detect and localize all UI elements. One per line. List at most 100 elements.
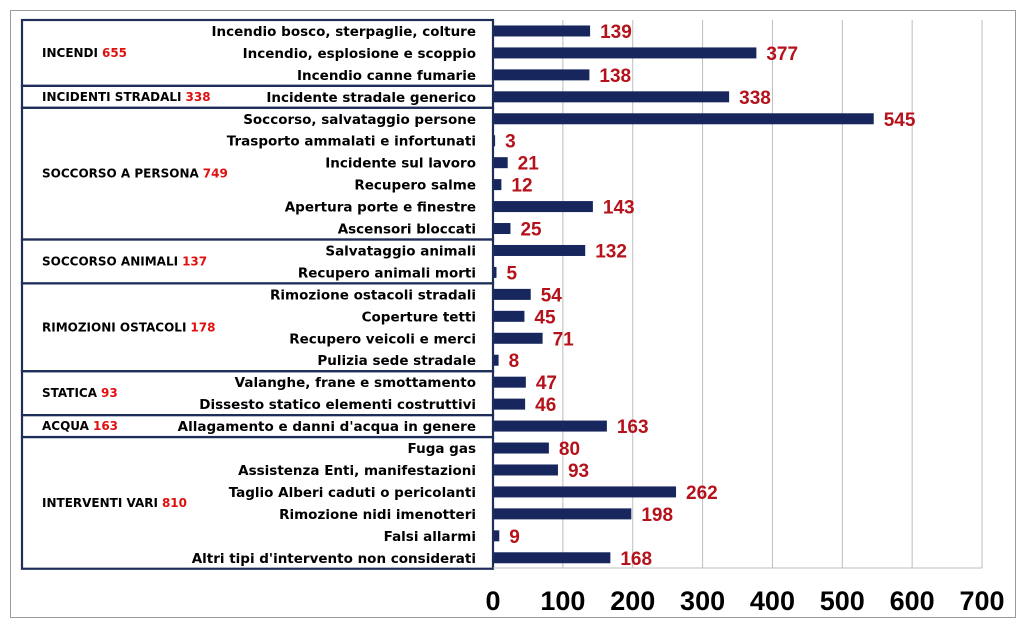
x-tick-label-0: 0 <box>485 586 500 616</box>
bar-9 <box>493 223 511 235</box>
category-label-0: Incendio bosco, sterpaglie, colture <box>211 24 476 40</box>
value-label-19: 80 <box>559 439 580 460</box>
bar-19 <box>493 442 549 454</box>
bar-14 <box>493 332 543 344</box>
value-label-23: 9 <box>509 527 520 548</box>
value-label-18: 163 <box>617 417 649 438</box>
group-total-6: 163 <box>93 419 118 433</box>
category-label-24: Altri tipi d'intervento non considerati <box>192 551 476 567</box>
category-label-1: Incendio, esplosione e scoppio <box>243 46 476 62</box>
value-label-2: 138 <box>599 66 631 87</box>
value-label-5: 3 <box>505 132 516 153</box>
group-total-7: 810 <box>162 496 187 510</box>
group-total-2: 749 <box>203 167 228 181</box>
value-label-6: 21 <box>518 154 540 175</box>
bar-7 <box>493 179 502 191</box>
bar-18 <box>493 420 607 432</box>
value-label-7: 12 <box>511 176 532 197</box>
category-label-7: Recupero salme <box>354 178 476 194</box>
category-label-14: Recupero veicoli e merci <box>289 331 476 347</box>
value-label-14: 71 <box>553 329 575 350</box>
group-name-1: INCIDENTI STRADALI <box>42 90 182 104</box>
bar-6 <box>493 157 508 169</box>
category-label-3: Incidente stradale generico <box>266 90 476 106</box>
group-total-1: 338 <box>186 90 211 104</box>
category-label-11: Recupero animali morti <box>298 265 476 281</box>
bar-23 <box>493 530 500 542</box>
group-name-0: INCENDI <box>42 46 98 60</box>
group-total-4: 178 <box>190 320 215 334</box>
x-tick-label-400: 400 <box>750 586 795 616</box>
value-label-15: 8 <box>509 351 520 372</box>
x-tick-label-600: 600 <box>890 586 935 616</box>
category-label-6: Incidente sul lavoro <box>325 156 476 172</box>
category-label-21: Taglio Alberi caduti o pericolanti <box>229 485 476 501</box>
value-label-13: 45 <box>534 307 556 328</box>
value-label-4: 545 <box>884 110 916 131</box>
group-total-3: 137 <box>182 254 207 268</box>
value-label-12: 54 <box>541 285 563 306</box>
category-label-17: Dissesto statico elementi costruttivi <box>199 397 476 413</box>
bar-8 <box>493 201 593 213</box>
value-label-16: 47 <box>536 373 557 394</box>
bar-16 <box>493 376 526 388</box>
chart-frame <box>10 10 1016 618</box>
x-tick-label-200: 200 <box>610 586 655 616</box>
category-label-13: Coperture tetti <box>362 309 476 325</box>
x-tick-label-700: 700 <box>959 586 1004 616</box>
category-label-12: Rimozione ostacoli stradali <box>270 287 476 303</box>
group-name-7: INTERVENTI VARI <box>42 496 158 510</box>
value-label-24: 168 <box>620 549 652 570</box>
bar-24 <box>493 552 611 564</box>
bar-3 <box>493 91 730 103</box>
group-name-5: STATICA <box>42 386 98 400</box>
group-total-0: 655 <box>102 46 127 60</box>
group-name-6: ACQUA <box>42 419 90 433</box>
value-label-17: 46 <box>535 395 556 416</box>
value-label-10: 132 <box>595 241 627 262</box>
value-label-21: 262 <box>686 483 718 504</box>
x-tick-label-300: 300 <box>680 586 725 616</box>
value-label-1: 377 <box>766 44 798 65</box>
category-label-19: Fuga gas <box>408 441 476 457</box>
group-name-4: RIMOZIONI OSTACOLI <box>42 320 186 334</box>
value-label-9: 25 <box>520 220 542 241</box>
bar-11 <box>493 266 497 278</box>
bar-22 <box>493 508 632 520</box>
category-label-4: Soccorso, salvataggio persone <box>243 112 476 128</box>
value-label-20: 93 <box>568 461 589 482</box>
category-label-20: Assistenza Enti, manifestazioni <box>238 463 476 479</box>
x-tick-label-100: 100 <box>540 586 585 616</box>
category-label-5: Trasporto ammalati e infortunati <box>227 134 476 150</box>
value-label-8: 143 <box>603 198 635 219</box>
bar-13 <box>493 310 525 322</box>
value-label-3: 338 <box>739 88 771 109</box>
x-tick-label-500: 500 <box>820 586 865 616</box>
category-label-2: Incendio canne fumarie <box>297 68 476 84</box>
category-label-18: Allagamento e danni d'acqua in genere <box>178 419 476 435</box>
value-label-22: 198 <box>641 505 673 526</box>
bar-12 <box>493 288 531 300</box>
bar-15 <box>493 354 499 366</box>
bar-21 <box>493 486 677 498</box>
category-label-22: Rimozione nidi imenotteri <box>279 507 476 523</box>
bar-10 <box>493 244 586 256</box>
bar-4 <box>493 113 874 125</box>
bar-17 <box>493 398 526 410</box>
category-label-23: Falsi allarmi <box>384 529 476 545</box>
bar-20 <box>493 464 558 476</box>
bar-1 <box>493 47 757 59</box>
category-label-10: Salvataggio animali <box>325 243 476 259</box>
category-label-16: Valanghe, frane e smottamento <box>235 375 476 391</box>
category-label-8: Apertura porte e finestre <box>285 200 476 216</box>
value-label-11: 5 <box>506 263 517 284</box>
category-label-15: Pulizia sede stradale <box>317 353 476 369</box>
group-name-3: SOCCORSO ANIMALI <box>42 254 178 268</box>
bar-2 <box>493 69 590 81</box>
category-label-9: Ascensori bloccati <box>338 222 476 238</box>
group-name-2: SOCCORSO A PERSONA <box>42 167 200 181</box>
group-total-5: 93 <box>101 386 118 400</box>
value-label-0: 139 <box>600 22 632 43</box>
bar-0 <box>493 25 591 37</box>
